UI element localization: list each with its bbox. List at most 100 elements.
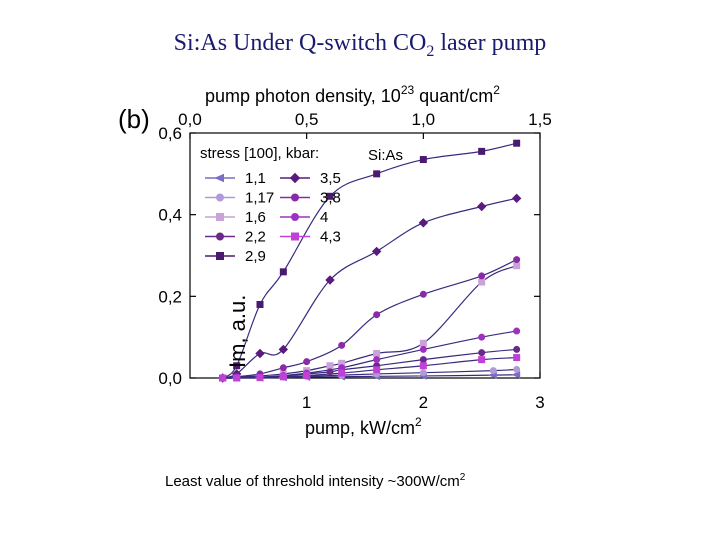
title-end: laser pump — [434, 30, 547, 56]
data-point — [513, 365, 521, 373]
legend-label: 2,2 — [245, 229, 266, 246]
data-point — [489, 367, 497, 375]
legend-marker — [216, 193, 224, 202]
series-line — [222, 142, 517, 379]
legend-marker — [291, 232, 299, 241]
x-label-main: pump, kW/cm — [305, 418, 415, 438]
plot-area-border — [189, 132, 541, 379]
legend-label: 2,9 — [245, 248, 266, 265]
data-point — [419, 156, 427, 164]
data-point — [373, 350, 381, 357]
data-point — [279, 268, 287, 276]
legend-marker — [216, 213, 224, 221]
x2-tick-label: 0,0 — [178, 110, 202, 129]
series-line — [222, 356, 517, 379]
data-point — [511, 193, 522, 204]
title-subscript: 2 — [426, 42, 435, 60]
x-tick-label: 3 — [535, 393, 544, 412]
x2-label-main: pump photon density, 10 — [205, 86, 401, 106]
data-point — [233, 374, 241, 382]
data-point — [373, 356, 381, 364]
data-point — [419, 339, 427, 347]
data-point — [279, 364, 287, 372]
legend-label: 1,6 — [245, 209, 266, 226]
x2-tick-label: 1,5 — [528, 110, 552, 129]
x2-label-unit: quant/cm — [414, 86, 493, 106]
x-label-exponent: 2 — [415, 415, 422, 429]
x2-axis-label: pump photon density, 1023 quant/cm2 — [205, 83, 500, 106]
x-axis-label: pump, kW/cm2 — [305, 415, 422, 438]
slide-title: Si:As Under Q-switch CO2 laser pump — [0, 30, 720, 61]
data-point — [513, 262, 521, 270]
caption-superscript: 2 — [459, 472, 466, 483]
y-tick-label: 0,4 — [158, 206, 182, 225]
y-tick-label: 0,2 — [158, 287, 182, 306]
data-point — [513, 256, 521, 264]
legend-label: 4,3 — [320, 229, 341, 246]
data-point — [233, 362, 241, 370]
data-point — [478, 356, 486, 364]
legend-marker — [291, 213, 299, 221]
series-curves — [222, 142, 517, 379]
data-point — [303, 372, 311, 380]
data-point — [419, 290, 427, 298]
legend: stress [100], kbar: 1,1 1,17 1,6 2,2 2,9 3,5 3,… — [200, 145, 341, 265]
data-point — [219, 374, 227, 382]
legend-marker — [291, 193, 299, 202]
title-main: Si:As Under Q-switch CO — [173, 30, 427, 56]
data-point — [478, 278, 486, 286]
data-point — [326, 192, 334, 200]
caption-text: Least value of threshold intensity ~300W… — [165, 473, 460, 490]
data-point — [373, 170, 381, 178]
x2-label-exponent: 23 — [401, 83, 415, 97]
data-point — [419, 369, 427, 377]
legend-label: 1,1 — [245, 170, 266, 187]
data-point — [513, 139, 521, 147]
panel-label: (b) — [118, 104, 150, 134]
data-point — [278, 344, 289, 355]
data-point — [371, 246, 382, 257]
data-point — [326, 362, 334, 370]
data-point — [325, 275, 335, 285]
data-point — [476, 201, 487, 212]
axis-ticks: 1 2 3 0,0 0,5 1,0 1,5 0,0 0,2 0,4 0,6 — [158, 110, 551, 412]
x2-tick-label: 1,0 — [412, 110, 436, 129]
data-point — [373, 311, 381, 319]
data-point — [256, 374, 264, 382]
plot-frame — [189, 132, 541, 379]
data-point — [338, 341, 346, 349]
legend-marker — [216, 232, 224, 241]
legend-title: stress [100], kbar: — [200, 145, 319, 162]
data-point — [478, 147, 486, 155]
legend-label: 3,5 — [320, 170, 341, 187]
x-tick-label: 2 — [419, 393, 428, 412]
data-point — [511, 370, 521, 379]
series-markers — [217, 139, 522, 383]
x2-tick-label: 0,5 — [295, 110, 319, 129]
data-point — [513, 345, 521, 353]
data-point — [513, 327, 521, 335]
legend-label: 4 — [320, 209, 328, 226]
legend-marker — [214, 173, 224, 183]
x2-label-unit-exponent: 2 — [493, 83, 500, 97]
data-point — [418, 218, 429, 228]
data-point — [303, 358, 311, 366]
y-tick-label: 0,0 — [158, 369, 182, 388]
data-point — [279, 373, 287, 381]
data-point — [419, 356, 427, 364]
legend-label: 1,17 — [245, 190, 274, 207]
data-point — [373, 366, 381, 374]
series-line — [222, 259, 517, 379]
y-axis-label: Im, a.u. — [225, 295, 250, 368]
data-point — [338, 369, 346, 377]
legend-marker — [216, 252, 224, 260]
data-point — [255, 348, 265, 359]
sample-label: Si:As — [368, 147, 403, 164]
data-point — [419, 345, 427, 353]
data-point — [326, 368, 334, 376]
caption: Least value of threshold intensity ~300W… — [165, 472, 465, 490]
data-point — [256, 301, 264, 308]
legend-label: 3,8 — [320, 190, 341, 207]
data-point — [478, 349, 486, 357]
